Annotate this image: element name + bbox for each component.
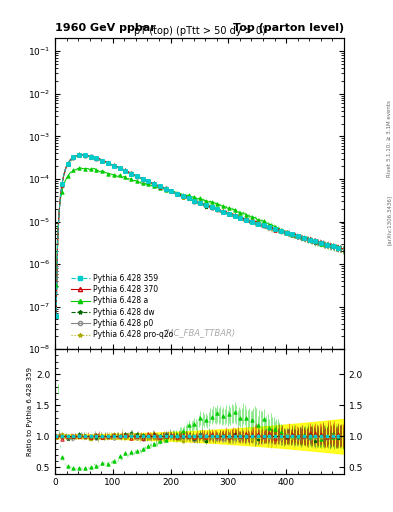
Y-axis label: Ratio to Pythia 6.428 359: Ratio to Pythia 6.428 359 <box>27 367 33 456</box>
Text: (MC_FBA_TTBAR): (MC_FBA_TTBAR) <box>163 328 235 337</box>
Text: Rivet 3.1.10; ≥ 3.1M events: Rivet 3.1.10; ≥ 3.1M events <box>387 100 392 177</box>
Title: pT (top) (pTtt > 50 dy > 0): pT (top) (pTtt > 50 dy > 0) <box>134 26 265 36</box>
Legend: Pythia 6.428 359, Pythia 6.428 370, Pythia 6.428 a, Pythia 6.428 dw, Pythia 6.42: Pythia 6.428 359, Pythia 6.428 370, Pyth… <box>68 271 176 343</box>
Text: Top (parton level): Top (parton level) <box>233 23 344 33</box>
Text: 1960 GeV ppbar: 1960 GeV ppbar <box>55 23 156 33</box>
Text: [arXiv:1306.3436]: [arXiv:1306.3436] <box>387 195 392 245</box>
